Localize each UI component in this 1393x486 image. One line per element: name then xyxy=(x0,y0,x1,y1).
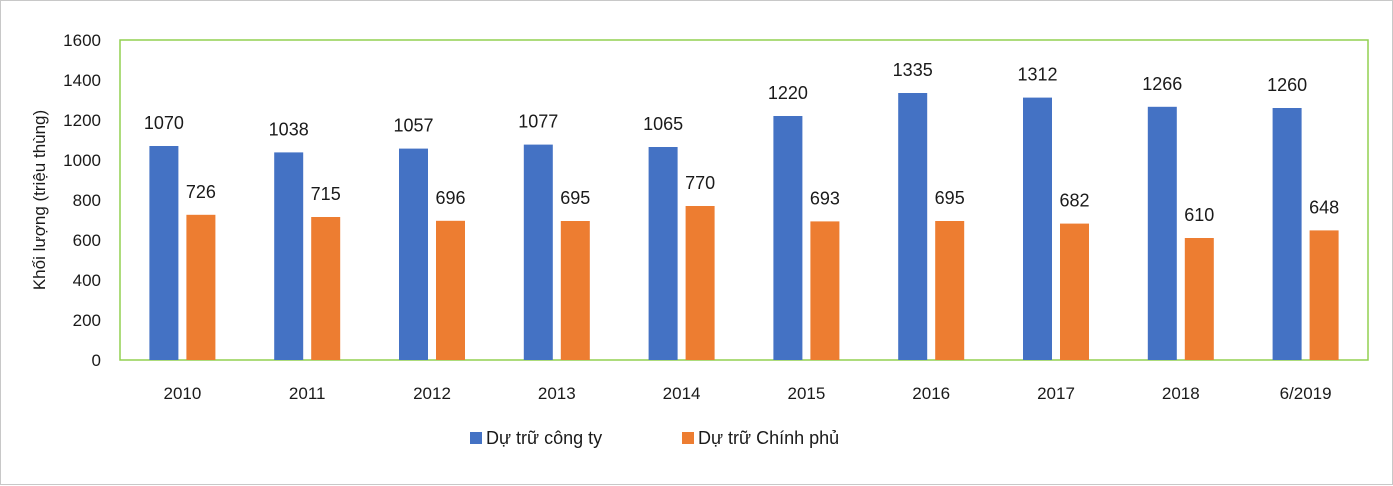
y-tick-label: 200 xyxy=(73,311,101,330)
data-label: 1220 xyxy=(768,83,808,103)
legend-swatch-company xyxy=(470,432,482,444)
x-axis: 2010 2011 2012 2013 2014 2015 2016 2017 2018 6/20… xyxy=(163,384,1331,403)
bar-company-reserve xyxy=(149,146,179,360)
y-axis-label: Khối lượng (triệu thùng) xyxy=(30,110,49,290)
data-label: 1335 xyxy=(893,60,933,80)
x-tick-label: 2016 xyxy=(912,384,950,403)
bar-government-reserve xyxy=(810,221,840,360)
x-tick-label: 2015 xyxy=(787,384,825,403)
y-tick-label: 400 xyxy=(73,271,101,290)
bar-company-reserve xyxy=(648,147,678,360)
legend-label-company: Dự trữ công ty xyxy=(486,428,602,448)
legend-label-government: Dự trữ Chính phủ xyxy=(698,428,839,448)
data-label: 610 xyxy=(1184,205,1214,225)
data-label: 682 xyxy=(1059,191,1089,211)
data-label: 726 xyxy=(186,182,216,202)
bar-government-reserve xyxy=(436,220,465,360)
x-tick-label: 2014 xyxy=(663,384,701,403)
data-label: 1065 xyxy=(643,114,683,134)
bar-company-reserve xyxy=(773,116,803,360)
y-tick-label: 800 xyxy=(73,191,101,210)
y-tick-label: 1400 xyxy=(63,71,101,90)
bars xyxy=(149,93,1339,360)
x-tick-label: 6/2019 xyxy=(1280,384,1332,403)
data-label: 648 xyxy=(1309,197,1339,217)
bar-company-reserve xyxy=(898,93,928,360)
y-tick-label: 1200 xyxy=(63,111,101,130)
bar-company-reserve xyxy=(523,144,553,360)
data-label: 695 xyxy=(560,188,590,208)
data-label: 1057 xyxy=(393,116,433,136)
data-label: 1038 xyxy=(269,119,309,139)
bar-government-reserve xyxy=(311,217,341,360)
x-tick-label: 2011 xyxy=(289,384,326,403)
y-axis: 0 200 400 600 800 1000 1200 1400 1600 xyxy=(63,31,101,370)
bar-company-reserve xyxy=(274,152,304,360)
data-label: 770 xyxy=(685,173,715,193)
legend: Dự trữ công ty Dự trữ Chính phủ xyxy=(470,428,839,448)
bar-government-reserve xyxy=(1184,238,1214,360)
x-tick-label: 2018 xyxy=(1162,384,1200,403)
bar-company-reserve xyxy=(1147,106,1177,360)
data-label: 695 xyxy=(935,188,965,208)
legend-swatch-government xyxy=(682,432,694,444)
data-label: 696 xyxy=(435,188,465,208)
bar-company-reserve xyxy=(1023,97,1052,360)
data-label: 1260 xyxy=(1267,75,1307,95)
data-label: 693 xyxy=(810,188,840,208)
data-label: 1266 xyxy=(1142,74,1182,94)
bar-government-reserve xyxy=(186,214,216,360)
data-label: 1312 xyxy=(1017,65,1057,85)
bar-government-reserve xyxy=(685,206,715,360)
y-tick-label: 1600 xyxy=(63,31,101,50)
x-tick-label: 2010 xyxy=(163,384,201,403)
bar-government-reserve xyxy=(1309,230,1339,360)
data-labels: 1070 726 1038 715 1057 696 1077 695 1065 770 1220 6… xyxy=(144,60,1339,225)
bar-company-reserve xyxy=(1272,108,1302,360)
x-tick-label: 2012 xyxy=(413,384,451,403)
bar-company-reserve xyxy=(399,148,428,360)
bar-government-reserve xyxy=(1060,223,1089,360)
bar-government-reserve xyxy=(935,221,965,360)
y-tick-label: 600 xyxy=(73,231,101,250)
data-label: 715 xyxy=(311,184,341,204)
plot-border xyxy=(119,39,1369,361)
data-label: 1070 xyxy=(144,113,184,133)
y-tick-label: 0 xyxy=(92,351,101,370)
bar-government-reserve xyxy=(560,221,590,360)
y-tick-label: 1000 xyxy=(63,151,101,170)
data-label: 1077 xyxy=(518,112,558,132)
plot-area xyxy=(119,39,1369,361)
x-tick-label: 2013 xyxy=(538,384,576,403)
x-tick-label: 2017 xyxy=(1037,384,1075,403)
